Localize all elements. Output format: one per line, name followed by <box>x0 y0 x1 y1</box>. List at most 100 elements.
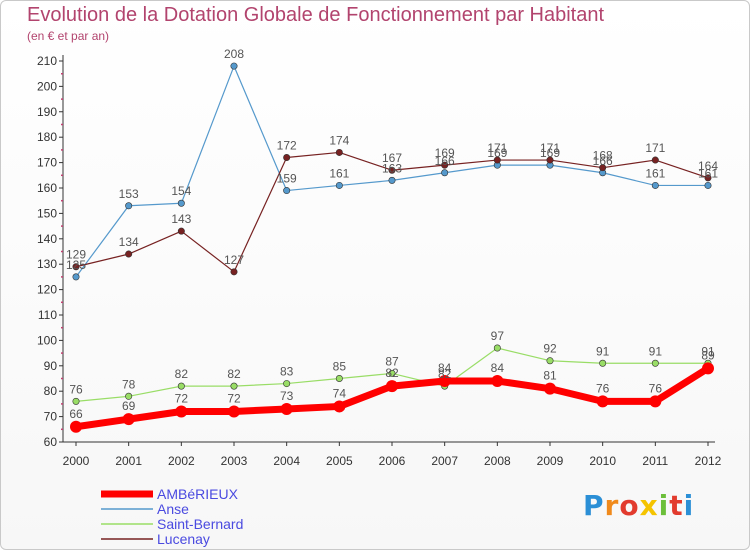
data-point <box>599 359 607 367</box>
y-tick-label: 170 <box>37 156 57 170</box>
data-label: 134 <box>119 235 139 249</box>
data-point <box>546 357 554 365</box>
data-point <box>175 405 188 418</box>
data-label: 171 <box>487 141 507 155</box>
data-point <box>230 382 238 390</box>
data-label: 161 <box>329 166 349 180</box>
y-tick-label: 180 <box>37 130 57 144</box>
data-label: 125 <box>66 258 86 272</box>
data-label: 161 <box>645 166 665 180</box>
legend-label-anse: Anse <box>157 501 189 517</box>
data-point <box>493 156 501 164</box>
data-label: 163 <box>382 161 402 175</box>
data-label: 172 <box>277 139 297 153</box>
data-label: 76 <box>69 382 83 396</box>
data-point <box>125 202 133 210</box>
data-label: 82 <box>438 367 452 381</box>
data-label: 167 <box>382 151 402 165</box>
x-tick-label: 2002 <box>168 454 195 468</box>
data-point <box>544 382 556 395</box>
data-label: 154 <box>171 184 191 198</box>
data-label: 74 <box>333 386 347 400</box>
data-point <box>70 420 82 433</box>
data-point <box>333 400 346 413</box>
data-point <box>599 164 607 172</box>
data-label: 83 <box>280 365 294 379</box>
data-label: 164 <box>698 159 718 173</box>
data-point <box>386 380 398 393</box>
logo-letter: x <box>639 489 659 522</box>
x-tick-label: 2004 <box>273 454 300 468</box>
x-tick-label: 2011 <box>642 454 668 468</box>
data-point <box>388 166 396 174</box>
data-point <box>388 176 396 184</box>
y-tick-label: 200 <box>37 79 57 93</box>
x-tick-label: 2003 <box>221 454 248 468</box>
data-label: 169 <box>435 146 455 160</box>
y-tick-label: 130 <box>37 257 57 271</box>
data-label: 153 <box>119 187 139 201</box>
data-point <box>177 227 185 235</box>
logo-letter: P <box>583 489 605 522</box>
data-label: 89 <box>701 348 715 362</box>
data-label: 166 <box>593 154 613 168</box>
data-label: 76 <box>649 381 663 395</box>
x-tick-label: 2007 <box>431 454 458 468</box>
data-label: 166 <box>435 154 455 168</box>
data-label: 159 <box>277 172 297 186</box>
data-label: 87 <box>385 354 399 368</box>
data-point <box>335 374 343 382</box>
data-label: 91 <box>701 344 715 358</box>
data-point <box>441 169 449 177</box>
data-label: 85 <box>333 360 347 374</box>
data-label: 66 <box>69 407 83 421</box>
data-point <box>72 263 80 271</box>
data-point <box>441 161 449 169</box>
data-point <box>283 187 291 195</box>
y-tick-label: 160 <box>37 181 57 195</box>
chart-title: Evolution de la Dotation Globale de Fonc… <box>27 4 605 26</box>
y-tick-label: 70 <box>44 410 58 424</box>
logo-letter: r <box>604 489 620 522</box>
data-label: 69 <box>122 399 136 413</box>
data-label: 169 <box>540 146 560 160</box>
data-point <box>125 250 133 258</box>
data-label: 168 <box>593 149 613 163</box>
legend-label-ambérieux: AMBéRIEUX <box>157 486 239 502</box>
data-label: 169 <box>487 146 507 160</box>
data-label: 72 <box>227 392 241 406</box>
data-point <box>491 375 504 388</box>
data-point <box>493 344 501 352</box>
data-point <box>177 199 185 207</box>
data-label: 174 <box>329 133 349 147</box>
data-point <box>704 181 712 189</box>
data-label: 127 <box>224 253 244 267</box>
data-label: 82 <box>385 366 399 380</box>
x-tick-label: 2012 <box>695 454 722 468</box>
data-point <box>651 156 659 164</box>
data-label: 84 <box>438 361 452 375</box>
data-point <box>335 148 343 156</box>
y-tick-label: 90 <box>44 359 58 373</box>
data-label: 82 <box>227 367 241 381</box>
data-label: 171 <box>540 141 560 155</box>
data-point <box>388 369 396 377</box>
data-label: 81 <box>543 369 557 383</box>
data-label: 161 <box>698 166 718 180</box>
data-label: 84 <box>491 361 505 375</box>
data-label: 208 <box>224 47 244 61</box>
data-point <box>283 380 291 388</box>
data-point <box>177 382 185 390</box>
data-point <box>335 181 343 189</box>
data-point <box>651 181 659 189</box>
logo-letter: t <box>669 489 684 522</box>
data-label: 82 <box>175 367 189 381</box>
data-label: 129 <box>66 248 86 262</box>
logo-letter: i <box>658 489 670 522</box>
data-point <box>280 402 293 415</box>
x-tick-label: 2000 <box>63 454 90 468</box>
y-tick-label: 110 <box>38 308 57 322</box>
x-tick-label: 2001 <box>115 454 142 468</box>
